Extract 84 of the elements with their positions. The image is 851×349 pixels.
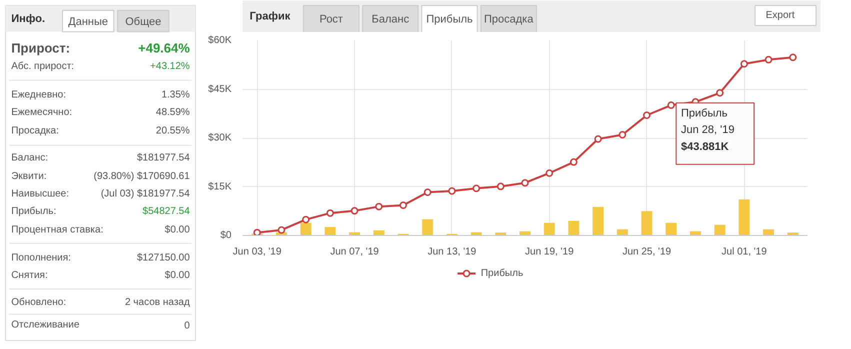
point bbox=[472, 184, 480, 192]
point bbox=[375, 202, 383, 210]
text: Абс. прирост: bbox=[11, 61, 74, 72]
point bbox=[594, 135, 602, 143]
point bbox=[496, 182, 504, 190]
bar bbox=[641, 211, 652, 236]
text: $0.00 bbox=[164, 270, 190, 281]
annotation: Прибыль bbox=[681, 108, 728, 120]
text: Данные bbox=[68, 16, 108, 28]
point bbox=[350, 207, 358, 215]
point bbox=[570, 158, 578, 166]
point bbox=[326, 209, 334, 217]
x-tick-label: Jun 03, '19 bbox=[232, 246, 282, 258]
text: Пополнения: bbox=[11, 252, 71, 264]
annotation: $43.881K bbox=[681, 140, 729, 153]
text: Процентная ставка: bbox=[11, 224, 104, 236]
point bbox=[716, 89, 724, 97]
text: $0.00 bbox=[164, 224, 190, 236]
point bbox=[667, 101, 675, 109]
text: Просадка bbox=[484, 14, 534, 26]
bar bbox=[324, 227, 336, 236]
x-tick-label: Jun 07, '19 bbox=[330, 246, 380, 258]
point bbox=[278, 226, 286, 234]
point bbox=[302, 216, 310, 224]
text: 48.59% bbox=[156, 106, 190, 118]
y-tick-label: $30K bbox=[208, 132, 232, 144]
text: Export bbox=[766, 10, 795, 21]
text: Эквити: bbox=[11, 170, 47, 182]
legend-label: Прибыль bbox=[480, 268, 524, 279]
text: $127150.00 bbox=[136, 252, 190, 264]
chart-title: График bbox=[250, 10, 291, 22]
text: Общее bbox=[125, 16, 162, 28]
text: $181977.54 bbox=[136, 152, 190, 164]
point bbox=[521, 179, 529, 187]
text: Обновлено: bbox=[11, 297, 66, 308]
text: 20.55% bbox=[156, 125, 190, 136]
point bbox=[764, 56, 772, 64]
x-tick-label: Jun 19, '19 bbox=[525, 246, 574, 258]
bar bbox=[568, 220, 580, 236]
x-tick-label: Jul 01, '19 bbox=[722, 246, 768, 258]
text: +43.12% bbox=[150, 61, 190, 72]
text: Снятия: bbox=[11, 270, 48, 281]
text: 2 часов назад bbox=[124, 297, 190, 308]
text: Отслеживание bbox=[11, 319, 80, 330]
text: Рост bbox=[319, 14, 343, 26]
text: Баланс bbox=[372, 14, 410, 26]
bar bbox=[714, 224, 726, 236]
text: Прирост: bbox=[11, 40, 70, 56]
y-tick-label: $45K bbox=[208, 84, 232, 95]
point bbox=[399, 202, 407, 210]
y-tick-label: $60K bbox=[208, 35, 232, 46]
point bbox=[740, 60, 748, 68]
point bbox=[789, 54, 797, 62]
text: 1.35% bbox=[161, 89, 190, 100]
point bbox=[253, 228, 261, 236]
text: Ежедневно: bbox=[11, 89, 66, 100]
text: (93.80%) $170690.61 bbox=[94, 170, 190, 182]
point bbox=[643, 112, 651, 119]
y-tick-label: $0 bbox=[220, 230, 232, 241]
text: Прибыль: bbox=[11, 206, 56, 217]
text: (Jul 03) $181977.54 bbox=[100, 188, 190, 200]
text: Баланс: bbox=[11, 152, 48, 164]
point bbox=[618, 131, 626, 138]
text: 0 bbox=[184, 320, 190, 332]
annotation: Jun 28, '19 bbox=[681, 124, 734, 136]
bar bbox=[738, 199, 750, 236]
text: Ежемесячно: bbox=[11, 106, 72, 118]
bar bbox=[592, 206, 604, 236]
bar bbox=[300, 222, 312, 236]
text: Инфо. bbox=[11, 13, 46, 26]
text: +49.64% bbox=[138, 40, 190, 56]
bar bbox=[666, 222, 677, 236]
bar bbox=[422, 219, 434, 236]
x-tick-label: Jun 13, '19 bbox=[428, 246, 477, 258]
x-tick-label: Jun 25, '19 bbox=[622, 246, 672, 258]
text: Наивысшее: bbox=[11, 188, 69, 200]
point bbox=[546, 169, 554, 177]
text: Просадка: bbox=[11, 125, 59, 136]
point bbox=[424, 188, 432, 196]
bar bbox=[544, 222, 555, 236]
text: $54827.54 bbox=[142, 206, 190, 217]
text: Прибыль bbox=[426, 14, 474, 26]
point bbox=[448, 187, 456, 195]
y-tick-label: $15K bbox=[208, 181, 232, 192]
